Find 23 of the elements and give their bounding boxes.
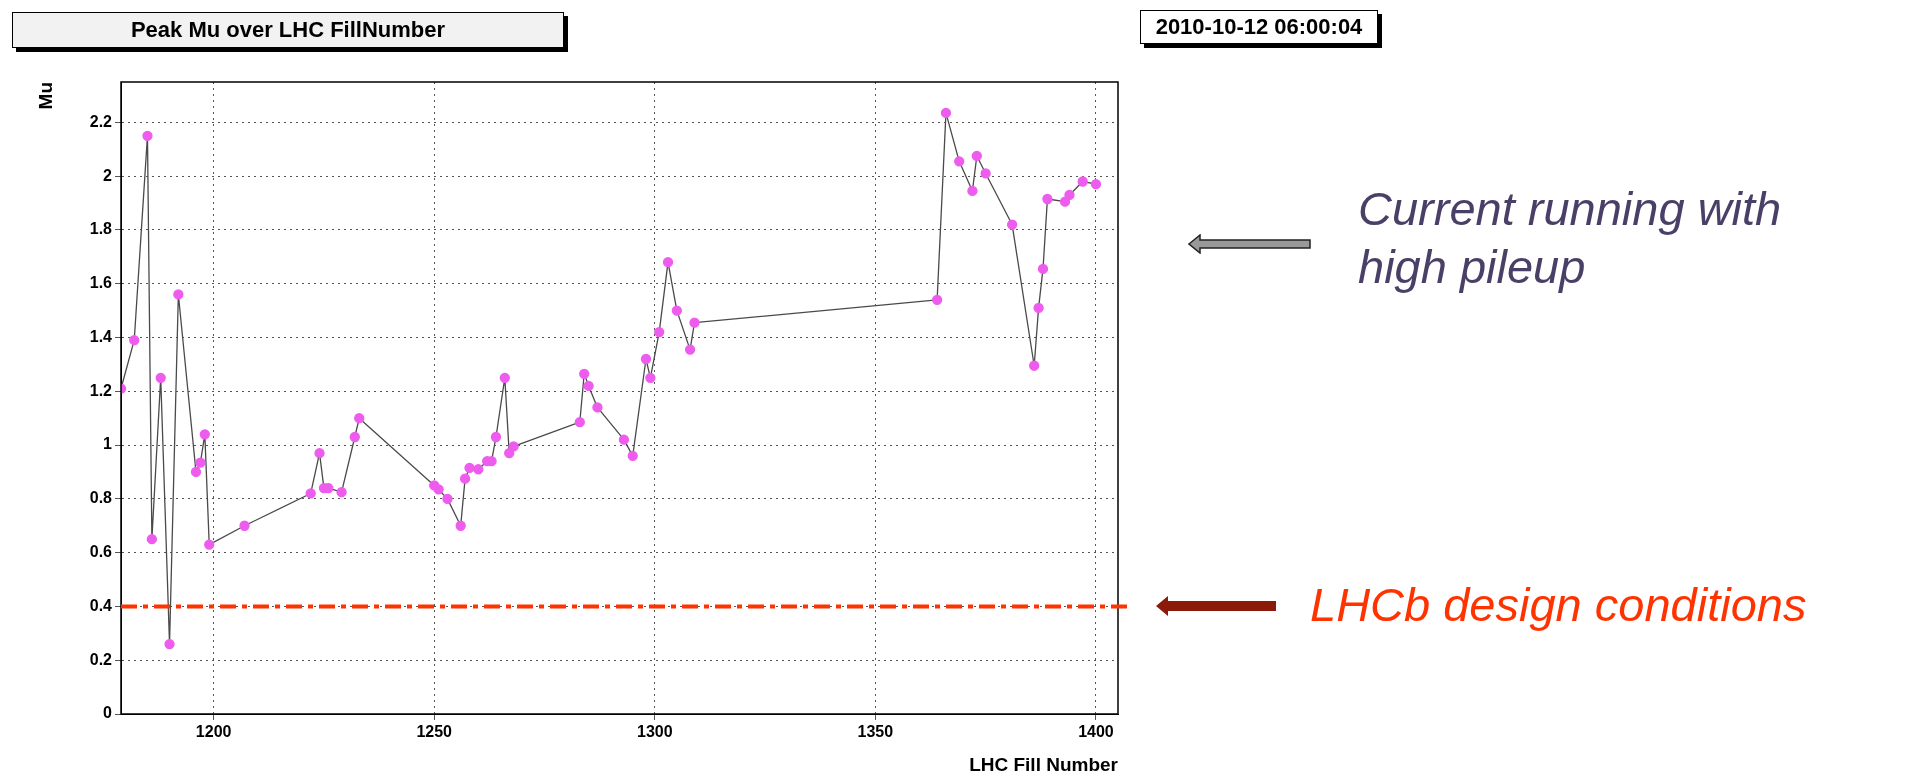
x-tick-label: 1250	[416, 723, 453, 741]
ref-line-label: LHCb design conditions	[1310, 577, 1807, 634]
y-tick-label: 1	[103, 435, 113, 453]
y-tick-label: 0.8	[89, 489, 113, 507]
y-axis-title: Mu	[34, 82, 56, 110]
y-tick-label: 0.6	[89, 543, 113, 561]
y-tick-label: 1.8	[89, 220, 113, 238]
y-tick-label: 2.2	[89, 112, 113, 130]
y-tick-label: 1.2	[89, 381, 113, 399]
y-tick-label: 0.2	[89, 650, 113, 668]
chart-title: Peak Mu over LHC FillNumber	[12, 12, 564, 48]
x-tick-label: 1400	[1078, 723, 1114, 741]
y-tick-label: 1.4	[89, 327, 113, 345]
y-tick-label: 1.6	[89, 274, 113, 292]
x-tick-label: 1300	[637, 723, 673, 741]
x-axis-title: LHC Fill Number	[969, 753, 1119, 775]
text: 2010-10-12 06:00:04	[1140, 10, 1378, 44]
x-tick-label: 1350	[857, 723, 894, 741]
y-tick-label: 2	[103, 166, 113, 184]
text: Current running with high pileup	[1358, 181, 1783, 295]
x-tick-label: 1200	[195, 723, 232, 741]
y-tick-label: 0	[103, 704, 113, 722]
y-tick-label: 0.4	[89, 596, 113, 614]
